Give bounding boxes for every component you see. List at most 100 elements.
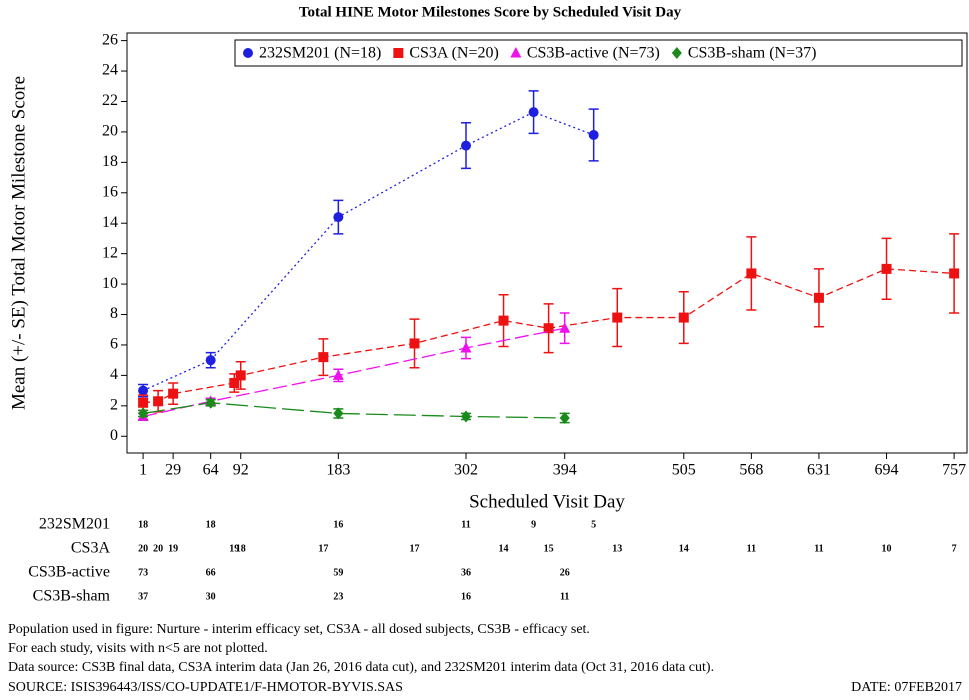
marker	[168, 388, 179, 399]
marker	[678, 312, 689, 323]
marker	[229, 378, 240, 388]
count-label: 17	[318, 543, 328, 554]
legend-label: CS3B-active (N=73)	[527, 45, 660, 62]
count-row-label: 232SM201	[39, 516, 110, 533]
y-tick-label: 26	[102, 31, 118, 48]
marker	[205, 355, 216, 366]
count-label: 16	[333, 519, 343, 530]
legend-label: 232SM201 (N=18)	[259, 45, 381, 62]
marker	[612, 312, 623, 323]
date: DATE: 07FEB2017	[851, 680, 962, 695]
legend-marker	[393, 48, 404, 58]
count-label: 13	[612, 543, 622, 554]
y-tick-label: 24	[102, 62, 118, 79]
y-tick-label: 10	[102, 275, 118, 292]
marker	[949, 268, 960, 279]
y-tick-label: 2	[110, 396, 118, 413]
count-label: 11	[461, 519, 470, 530]
marker	[813, 292, 824, 303]
marker	[543, 323, 554, 334]
count-label: 30	[206, 591, 216, 602]
count-row-label: CS3A	[71, 540, 111, 557]
legend-marker	[671, 47, 682, 59]
count-label: 7	[952, 543, 957, 554]
marker	[153, 396, 164, 407]
y-axis-title: Mean (+/- SE) Total Motor Milestone Scor…	[8, 76, 29, 410]
count-label: 14	[499, 543, 509, 554]
count-label: 19	[168, 543, 178, 554]
count-label: 19	[229, 543, 239, 554]
count-label: 14	[679, 543, 689, 554]
footnote: Data source: CS3B final data, CS3A inter…	[8, 660, 714, 675]
legend-marker	[510, 47, 522, 58]
count-label: 37	[138, 591, 148, 602]
count-label: 17	[410, 543, 420, 554]
count-row-label: CS3B-sham	[33, 588, 111, 605]
marker	[460, 342, 472, 353]
series-line	[143, 268, 955, 404]
x-tick-label: 505	[672, 462, 696, 479]
count-label: 20	[138, 543, 148, 554]
legend-box	[234, 39, 963, 67]
count-label: 15	[544, 543, 554, 554]
source: SOURCE: ISIS396443/ISS/CO-UPDATE1/F-HMOT…	[8, 680, 403, 695]
x-tick-label: 183	[326, 462, 350, 479]
count-label: 11	[814, 543, 823, 554]
marker	[461, 410, 472, 423]
count-label: 5	[591, 519, 596, 530]
marker	[333, 407, 344, 420]
marker	[528, 107, 539, 118]
footnote: Population used in figure: Nurture - int…	[8, 622, 590, 637]
y-tick-label: 0	[110, 427, 118, 444]
x-tick-label: 1	[139, 462, 147, 479]
plot-frame	[126, 32, 968, 454]
y-tick-label: 16	[102, 183, 118, 200]
count-label: 36	[461, 567, 471, 578]
count-label: 66	[206, 567, 216, 578]
chart-title: Total HINE Motor Milestones Score by Sch…	[299, 4, 682, 20]
count-label: 59	[333, 567, 343, 578]
marker	[138, 407, 149, 420]
count-label: 73	[138, 567, 148, 578]
marker	[332, 369, 344, 380]
marker	[235, 370, 246, 381]
x-tick-label: 757	[942, 462, 966, 479]
y-tick-label: 20	[102, 123, 118, 140]
marker	[318, 352, 329, 363]
marker	[461, 140, 472, 151]
x-tick-label: 29	[165, 462, 181, 479]
count-label: 18	[206, 519, 216, 530]
count-label: 20	[153, 543, 163, 554]
legend-marker	[243, 48, 253, 58]
marker	[498, 315, 509, 326]
marker	[559, 322, 571, 333]
x-tick-label: 631	[807, 462, 831, 479]
series-line	[142, 111, 594, 392]
marker	[409, 338, 420, 349]
count-row-label: CS3B-active	[28, 564, 110, 581]
legend-label: CS3A (N=20)	[409, 45, 498, 62]
x-tick-label: 92	[233, 462, 249, 479]
count-label: 9	[531, 519, 536, 530]
footnote: For each study, visits with n<5 are not …	[8, 641, 268, 656]
count-label: 11	[747, 543, 756, 554]
y-tick-label: 8	[110, 305, 118, 322]
y-tick-label: 12	[102, 244, 118, 261]
y-tick-label: 18	[102, 153, 118, 170]
x-tick-label: 394	[553, 462, 577, 479]
y-tick-label: 14	[102, 214, 118, 231]
marker	[746, 268, 757, 279]
x-tick-label: 568	[739, 462, 763, 479]
marker	[138, 385, 149, 396]
marker	[588, 129, 599, 140]
count-label: 26	[560, 567, 570, 578]
legend-label: CS3B-sham (N=37)	[688, 45, 817, 62]
marker	[881, 263, 892, 274]
count-label: 18	[138, 519, 148, 530]
marker	[559, 412, 570, 424]
marker	[138, 397, 149, 408]
y-tick-label: 22	[102, 92, 118, 109]
count-label: 23	[333, 591, 343, 602]
x-tick-label: 694	[875, 462, 899, 479]
x-tick-label: 302	[454, 462, 478, 479]
